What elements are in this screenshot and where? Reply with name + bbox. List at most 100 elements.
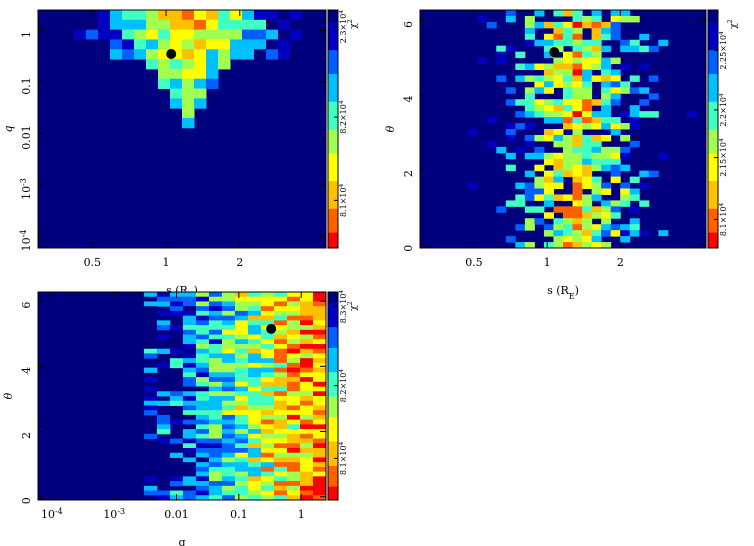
heatmap-cell	[601, 111, 612, 118]
heatmap-cell	[182, 410, 197, 416]
heatmap-cell	[312, 329, 327, 336]
y-tick-label-3: 10-3	[19, 178, 34, 200]
heatmap-cell	[524, 134, 535, 142]
heatmap-cell	[312, 315, 327, 321]
heatmap-cell	[86, 39, 99, 50]
heatmap-cell	[299, 315, 314, 321]
heatmap-cell	[299, 481, 314, 487]
heatmap-cell	[448, 39, 459, 47]
heatmap-cell	[260, 429, 275, 435]
colorbar-step	[708, 89, 718, 94]
heatmap-cell	[182, 448, 197, 454]
heatmap-cell	[601, 123, 612, 130]
heatmap-cell	[515, 75, 526, 82]
heatmap-cell	[467, 129, 478, 136]
colorbar-step	[708, 125, 718, 130]
colorbar-step	[708, 148, 718, 154]
heatmap-cell	[572, 111, 583, 118]
heatmap-cell	[242, 39, 255, 50]
heatmap-cell	[639, 63, 650, 70]
colorbar-step	[328, 323, 338, 328]
heatmap-cell	[234, 325, 249, 331]
heatmap-cell	[629, 218, 640, 225]
colorbar-step	[328, 420, 338, 425]
colorbar-step	[328, 192, 338, 197]
heatmap-cell	[195, 301, 210, 307]
heatmap-cell	[299, 414, 314, 421]
x-tick-label-4: 1	[298, 508, 305, 521]
heatmap-cell	[591, 236, 602, 243]
heatmap-cell	[156, 334, 171, 340]
heatmap-cell	[582, 242, 593, 249]
heatmap-cell	[563, 21, 574, 29]
heatmap-cell	[156, 320, 171, 326]
heatmap-cell	[169, 362, 184, 369]
heatmap-cell	[170, 39, 183, 50]
heatmap-cell	[234, 315, 249, 321]
heatmap-cell	[591, 57, 602, 65]
heatmap-cell	[639, 111, 650, 118]
colorbar-step	[328, 444, 338, 449]
colorbar: 2.25×104 2.2×104 2.15×104 8.1×104 χ2	[707, 9, 739, 249]
heatmap-cell	[286, 419, 301, 425]
heatmap-cell	[312, 495, 327, 501]
heatmap-cell	[601, 212, 612, 219]
heatmap-cell	[230, 49, 243, 60]
heatmap-cell	[247, 396, 262, 402]
heatmap-cell	[299, 452, 314, 458]
heatmap-cell	[286, 353, 301, 359]
heatmap-cell	[195, 481, 210, 487]
heatmap-cell	[591, 230, 602, 237]
heatmap-cell	[218, 19, 231, 31]
heatmap-cell	[563, 57, 574, 65]
heatmap-cell	[312, 429, 327, 435]
heatmap-cell	[601, 75, 612, 82]
heatmap-cell	[234, 310, 249, 317]
heatmap-cell	[534, 105, 545, 112]
heatmap-cell	[170, 59, 183, 70]
heatmap-cell	[639, 230, 650, 237]
colorbar-step	[328, 220, 338, 225]
heatmap-cell	[182, 438, 197, 444]
heatmap-cell	[194, 59, 207, 70]
colorbar-step	[708, 208, 718, 213]
heatmap-cell	[572, 21, 583, 29]
heatmap-cell	[234, 495, 249, 501]
heatmap-cell	[582, 51, 593, 59]
heatmap-cell	[194, 49, 207, 60]
heatmap-cell	[273, 433, 288, 440]
heatmap-cell	[273, 457, 288, 463]
heatmap-cell	[610, 93, 621, 100]
best-fit-marker	[266, 323, 277, 334]
colorbar-step	[708, 236, 718, 241]
colorbar-tick-label-2: 8.1×104	[339, 183, 348, 217]
heatmap-cell	[524, 218, 535, 225]
heatmap-cell	[563, 69, 574, 76]
heatmap-cell	[221, 410, 236, 416]
heatmap-cell	[610, 230, 621, 237]
colorbar-step	[328, 33, 338, 39]
heatmap-cell	[563, 224, 574, 231]
colorbar-step	[708, 188, 718, 193]
heatmap-cell	[247, 348, 262, 354]
heatmap-cell	[74, 39, 87, 50]
colorbar-step	[708, 29, 718, 35]
heatmap-cell	[486, 188, 497, 195]
heatmap-cell	[208, 457, 223, 463]
heatmap-cell	[591, 75, 602, 82]
heatmap-cell	[553, 224, 564, 231]
heatmap-cell	[234, 377, 249, 383]
heatmap-cell	[169, 490, 184, 496]
heatmap-cell	[610, 146, 621, 154]
colorbar-step	[708, 37, 718, 43]
heatmap-cell	[299, 325, 314, 331]
colorbar-step	[328, 41, 338, 47]
heatmap-cell	[278, 29, 291, 40]
heatmap-cell	[134, 39, 147, 50]
heatmap-cell	[286, 348, 301, 354]
heatmap-cell	[582, 93, 593, 100]
heatmap-cell	[38, 19, 51, 31]
heatmap-cell	[221, 325, 236, 331]
heatmap-cell	[477, 57, 488, 65]
heatmap-cell	[629, 15, 640, 23]
